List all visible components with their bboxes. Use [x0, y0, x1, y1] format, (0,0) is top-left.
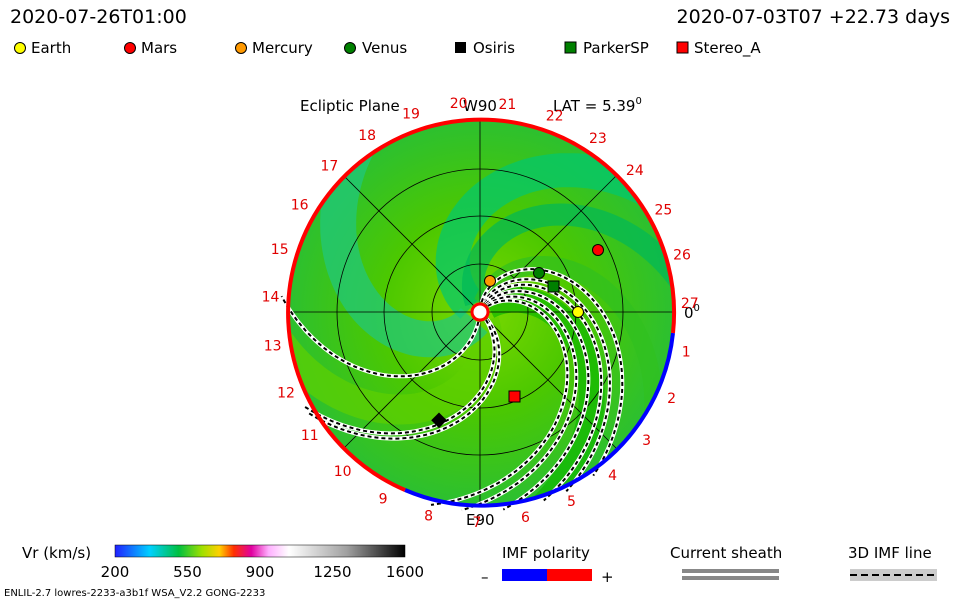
lat-sup: 0: [635, 96, 641, 107]
field-line: [485, 290, 590, 511]
mars: [592, 244, 604, 256]
stereo-a-marker: [676, 41, 689, 54]
colorbar-title: Vr (km/s): [22, 544, 91, 562]
footer: ENLIL-2.7 lowres-2233-a3b1f WSA_V2.2 GON…: [4, 588, 265, 599]
osiris-marker: [455, 42, 466, 53]
legend-label: Mercury: [252, 39, 313, 57]
ecliptic-plot: [279, 117, 677, 513]
time: 2020-07-26T01:00: [10, 6, 187, 28]
field-line: [482, 278, 611, 492]
longitude-label: 17: [320, 159, 338, 175]
longitude-label: 15: [271, 242, 289, 258]
parkersp-marker: [564, 41, 577, 54]
longitude-label: 12: [277, 385, 295, 401]
venus-marker: [344, 42, 356, 54]
bottom-label: E90: [466, 511, 495, 529]
colorbar-tick: 1250: [313, 563, 351, 581]
longitude-label: 22: [546, 109, 564, 125]
longitude-label: 5: [567, 494, 576, 510]
right-label: 00: [684, 303, 700, 322]
legend-label: Venus: [362, 39, 407, 57]
longitude-label: 2: [667, 391, 676, 407]
longitude-label: 3: [642, 433, 651, 449]
colorbar-tick: 550: [173, 563, 202, 581]
parkersp: [547, 280, 560, 293]
longitude-label: 7: [472, 515, 481, 531]
boundary-positive: [286, 117, 677, 492]
earth: [572, 306, 584, 318]
colorbar-tick: 200: [101, 563, 130, 581]
top-label: W90: [463, 97, 497, 115]
colorbar-ticks: 200 550 900 1250 1600: [101, 563, 424, 581]
longitude-label: 4: [608, 468, 617, 484]
longitude-label: 14: [262, 290, 280, 306]
longitude-label: 18: [358, 128, 376, 144]
right-value: 0: [684, 304, 694, 322]
longitude-label: 20: [450, 96, 468, 112]
wind-band: [287, 212, 503, 425]
wind-band: [461, 203, 673, 412]
mercury-marker: [235, 42, 247, 54]
longitude-label: 10: [334, 464, 352, 480]
sheath-line: [682, 576, 779, 580]
longitude-label: 1: [682, 344, 691, 360]
field-line: [430, 299, 569, 506]
field-line: [480, 268, 624, 477]
boundary-negative: [404, 332, 675, 508]
field-line: [461, 295, 578, 512]
sheath-title: Current sheath: [670, 544, 782, 562]
imf-title: IMF polarity: [502, 544, 590, 562]
legend-label: Stereo_A: [694, 39, 761, 58]
lat-value: LAT = 5.39: [553, 97, 635, 115]
earth-marker: [14, 42, 26, 54]
longitude-label: 19: [402, 107, 420, 123]
legend-label: ParkerSP: [583, 39, 649, 57]
imf-minus: –: [481, 568, 489, 586]
legend-label: Earth: [31, 39, 71, 57]
longitude-label: 9: [379, 491, 388, 507]
longitude-label: 11: [301, 428, 319, 444]
legend: Earth Mars Mercury Venus Osiris ParkerSP…: [14, 39, 761, 58]
venus: [533, 267, 545, 279]
legend-label: Mars: [141, 39, 177, 57]
mars-marker: [124, 42, 136, 54]
longitude-label: 24: [626, 163, 644, 179]
stereo-a: [508, 390, 521, 403]
imf-negative: [502, 569, 547, 581]
longitude-label: 25: [654, 203, 672, 219]
imf-plus: +: [601, 568, 614, 586]
legend-label: Osiris: [473, 39, 515, 57]
colorbar-tick: 1600: [386, 563, 424, 581]
longitude-label: 27: [681, 296, 699, 312]
longitude-label: 8: [424, 509, 433, 525]
mercury: [484, 275, 496, 287]
colorbar: [114, 544, 406, 558]
longitude-label: 13: [264, 338, 282, 354]
imf-positive: [547, 569, 592, 581]
reference: 2020-07-03T07 +22.73 days: [677, 6, 950, 28]
right-sup: 0: [694, 303, 700, 314]
longitude-label: 23: [589, 131, 607, 147]
longitude-label: 16: [291, 197, 309, 213]
longitude-label: 6: [521, 510, 530, 526]
colorbar-tick: 900: [246, 563, 275, 581]
field-line: [280, 295, 480, 378]
sheath-line: [682, 569, 779, 573]
osiris: [431, 412, 447, 429]
field-line: [308, 318, 501, 440]
field-line: [484, 283, 603, 502]
imf-line-title: 3D IMF line: [848, 544, 932, 562]
lat-label: LAT = 5.390: [553, 96, 642, 115]
field-line: [304, 319, 496, 435]
longitude-label: 26: [673, 248, 691, 264]
plot-title: Ecliptic Plane: [300, 97, 400, 115]
field-lines: [279, 267, 625, 513]
sun: [470, 302, 490, 322]
imf-line-bg: [850, 569, 937, 581]
longitude-label: 21: [498, 97, 516, 113]
